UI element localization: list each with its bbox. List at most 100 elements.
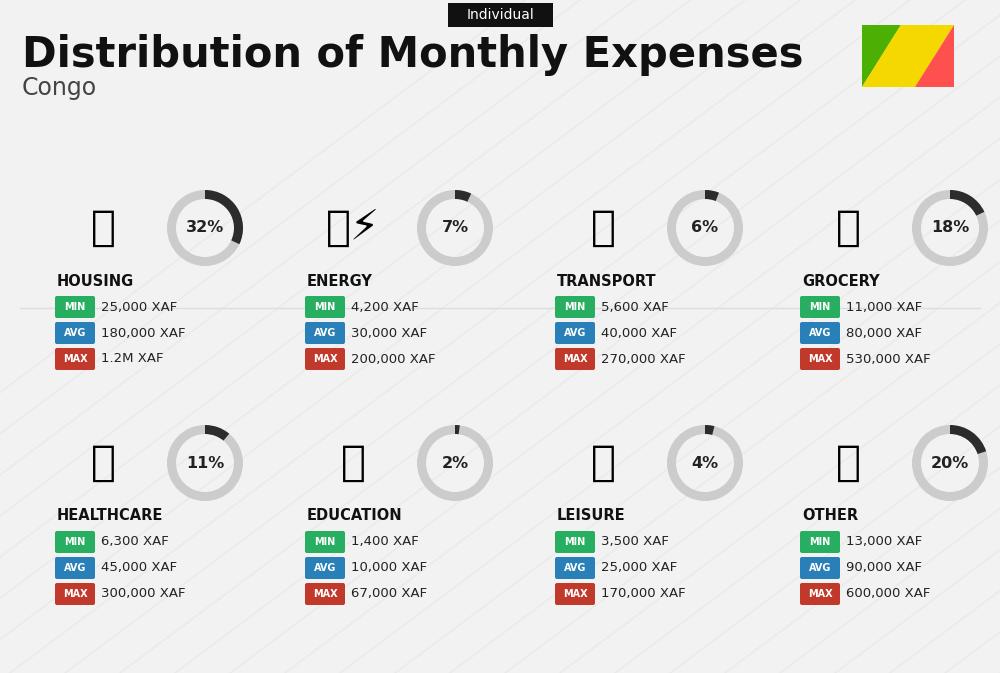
Wedge shape	[455, 425, 460, 434]
FancyBboxPatch shape	[448, 3, 552, 27]
Text: TRANSPORT: TRANSPORT	[557, 273, 657, 289]
FancyBboxPatch shape	[55, 583, 95, 605]
Text: 25,000 XAF: 25,000 XAF	[101, 301, 177, 314]
Wedge shape	[167, 425, 243, 501]
Text: AVG: AVG	[64, 328, 86, 338]
Text: 1.2M XAF: 1.2M XAF	[101, 353, 164, 365]
Text: OTHER: OTHER	[802, 509, 858, 524]
FancyBboxPatch shape	[55, 322, 95, 344]
Text: 300,000 XAF: 300,000 XAF	[101, 588, 186, 600]
FancyBboxPatch shape	[555, 583, 595, 605]
FancyBboxPatch shape	[555, 531, 595, 553]
Wedge shape	[167, 190, 243, 266]
Text: MAX: MAX	[313, 589, 337, 599]
FancyBboxPatch shape	[305, 348, 345, 370]
Text: HEALTHCARE: HEALTHCARE	[57, 509, 163, 524]
Text: MIN: MIN	[809, 302, 831, 312]
Text: 10,000 XAF: 10,000 XAF	[351, 561, 427, 575]
FancyBboxPatch shape	[800, 557, 840, 579]
Text: Individual: Individual	[466, 8, 534, 22]
Text: 180,000 XAF: 180,000 XAF	[101, 326, 186, 339]
Text: 30,000 XAF: 30,000 XAF	[351, 326, 427, 339]
Text: MIN: MIN	[314, 302, 336, 312]
Text: GROCERY: GROCERY	[802, 273, 880, 289]
Text: MIN: MIN	[564, 537, 586, 547]
Text: MIN: MIN	[314, 537, 336, 547]
Wedge shape	[705, 190, 719, 201]
Text: MAX: MAX	[808, 589, 832, 599]
Wedge shape	[705, 425, 714, 435]
Wedge shape	[912, 425, 988, 501]
Text: MIN: MIN	[64, 537, 86, 547]
Wedge shape	[455, 190, 471, 202]
Text: 11%: 11%	[186, 456, 224, 470]
Text: 45,000 XAF: 45,000 XAF	[101, 561, 177, 575]
Text: MIN: MIN	[564, 302, 586, 312]
FancyBboxPatch shape	[555, 557, 595, 579]
Text: AVG: AVG	[564, 328, 586, 338]
Text: 💗: 💗	[90, 442, 116, 484]
Text: MAX: MAX	[808, 354, 832, 364]
FancyBboxPatch shape	[800, 322, 840, 344]
Wedge shape	[667, 190, 743, 266]
Text: EDUCATION: EDUCATION	[307, 509, 403, 524]
Text: MAX: MAX	[563, 589, 587, 599]
Wedge shape	[950, 425, 986, 454]
FancyBboxPatch shape	[555, 348, 595, 370]
Text: MAX: MAX	[63, 354, 87, 364]
Wedge shape	[667, 425, 743, 501]
Wedge shape	[912, 190, 988, 266]
Text: 🚌: 🚌	[590, 207, 616, 249]
Polygon shape	[915, 25, 954, 87]
Text: HOUSING: HOUSING	[57, 273, 134, 289]
Text: 6%: 6%	[691, 221, 719, 236]
Text: 🛒: 🛒	[836, 207, 860, 249]
Text: Distribution of Monthly Expenses: Distribution of Monthly Expenses	[22, 34, 804, 76]
Text: 7%: 7%	[441, 221, 469, 236]
Text: 4,200 XAF: 4,200 XAF	[351, 301, 419, 314]
Text: 90,000 XAF: 90,000 XAF	[846, 561, 922, 575]
Text: 32%: 32%	[186, 221, 224, 236]
Text: 🏠⚡: 🏠⚡	[326, 207, 380, 249]
FancyBboxPatch shape	[305, 583, 345, 605]
Text: AVG: AVG	[809, 328, 831, 338]
Text: 4%: 4%	[691, 456, 719, 470]
FancyBboxPatch shape	[305, 296, 345, 318]
FancyBboxPatch shape	[305, 322, 345, 344]
FancyBboxPatch shape	[55, 557, 95, 579]
Wedge shape	[205, 425, 229, 441]
FancyBboxPatch shape	[305, 557, 345, 579]
Text: MIN: MIN	[64, 302, 86, 312]
Text: 40,000 XAF: 40,000 XAF	[601, 326, 677, 339]
Text: 🎓: 🎓	[340, 442, 366, 484]
FancyBboxPatch shape	[305, 531, 345, 553]
Text: 👜: 👜	[836, 442, 860, 484]
Text: 2%: 2%	[441, 456, 469, 470]
Text: 🏢: 🏢	[90, 207, 116, 249]
FancyBboxPatch shape	[555, 296, 595, 318]
Polygon shape	[862, 25, 954, 87]
Text: LEISURE: LEISURE	[557, 509, 626, 524]
Text: AVG: AVG	[809, 563, 831, 573]
Text: 530,000 XAF: 530,000 XAF	[846, 353, 931, 365]
Text: 6,300 XAF: 6,300 XAF	[101, 536, 169, 548]
Text: MAX: MAX	[63, 589, 87, 599]
Wedge shape	[417, 425, 493, 501]
Text: 200,000 XAF: 200,000 XAF	[351, 353, 436, 365]
FancyBboxPatch shape	[800, 531, 840, 553]
Text: 600,000 XAF: 600,000 XAF	[846, 588, 930, 600]
Text: 270,000 XAF: 270,000 XAF	[601, 353, 686, 365]
Text: AVG: AVG	[64, 563, 86, 573]
Polygon shape	[862, 25, 901, 87]
Text: MIN: MIN	[809, 537, 831, 547]
Text: 25,000 XAF: 25,000 XAF	[601, 561, 677, 575]
Text: AVG: AVG	[314, 563, 336, 573]
Text: 20%: 20%	[931, 456, 969, 470]
FancyBboxPatch shape	[555, 322, 595, 344]
Wedge shape	[205, 190, 243, 244]
Text: ENERGY: ENERGY	[307, 273, 373, 289]
Text: 67,000 XAF: 67,000 XAF	[351, 588, 427, 600]
Text: AVG: AVG	[314, 328, 336, 338]
FancyBboxPatch shape	[800, 348, 840, 370]
Text: MAX: MAX	[563, 354, 587, 364]
